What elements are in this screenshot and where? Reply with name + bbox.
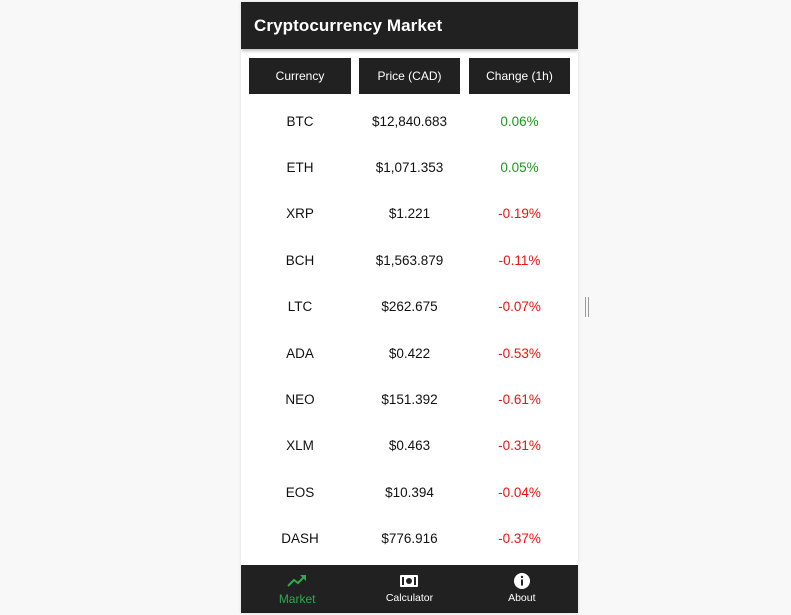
header-change[interactable]: Change (1h) — [469, 58, 570, 94]
change-cell: 0.05% — [500, 160, 539, 176]
change-cell: -0.19% — [498, 206, 541, 222]
table-row[interactable]: BTC $12,840.683 0.06% — [241, 98, 578, 144]
tab-calculator[interactable]: Calculator — [353, 565, 465, 613]
change-cell: -0.37% — [498, 531, 541, 547]
price-cell: $262.675 — [381, 299, 438, 315]
table-row[interactable]: XRP $1.221 -0.19% — [241, 191, 578, 237]
table-row[interactable]: XLM $0.463 -0.31% — [241, 423, 578, 469]
app-window: Cryptocurrency Market Currency Price (CA… — [241, 2, 578, 613]
currency-cell: LTC — [287, 299, 313, 315]
app-bar: Cryptocurrency Market — [241, 2, 578, 49]
price-cell: $1,563.879 — [375, 252, 444, 268]
price-cell: $0.463 — [388, 438, 431, 454]
trending-up-icon — [287, 572, 307, 590]
tab-label: Calculator — [385, 592, 434, 604]
header-price[interactable]: Price (CAD) — [359, 58, 460, 94]
currency-cell: BCH — [285, 252, 315, 268]
currency-cell: DASH — [281, 531, 319, 547]
tab-label: About — [508, 592, 536, 604]
table-row[interactable]: LTC $262.675 -0.07% — [241, 284, 578, 330]
price-cell: $10.394 — [385, 484, 434, 500]
table-row[interactable]: ETH $1,071.353 0.05% — [241, 144, 578, 190]
table-row[interactable]: NEO $151.392 -0.61% — [241, 376, 578, 422]
table-row[interactable]: EOS $10.394 -0.04% — [241, 469, 578, 515]
change-cell: -0.61% — [498, 392, 541, 408]
currency-cell: XRP — [286, 206, 314, 222]
change-cell: -0.11% — [498, 252, 541, 268]
app-title: Cryptocurrency Market — [254, 16, 443, 35]
table-header: Currency Price (CAD) Change (1h) — [241, 58, 578, 94]
tab-about[interactable]: About — [466, 565, 578, 613]
price-cell: $12,840.683 — [371, 113, 448, 129]
change-cell: -0.07% — [498, 299, 541, 315]
table-row[interactable]: BCH $1,563.879 -0.11% — [241, 237, 578, 283]
currency-cell: EOS — [285, 484, 315, 500]
resize-handle[interactable] — [585, 297, 589, 317]
header-currency[interactable]: Currency — [249, 58, 351, 94]
currency-cell: NEO — [285, 392, 315, 408]
price-cell: $151.392 — [381, 392, 438, 408]
change-cell: -0.31% — [498, 438, 541, 454]
table-row[interactable]: ADA $0.422 -0.53% — [241, 330, 578, 376]
market-table-body: BTC $12,840.683 0.06% ETH $1,071.353 0.0… — [241, 98, 578, 562]
currency-cell: ADA — [286, 345, 314, 361]
price-cell: $0.422 — [388, 345, 431, 361]
currency-cell: ETH — [286, 160, 314, 176]
change-cell: 0.06% — [500, 113, 539, 129]
money-icon — [399, 572, 419, 590]
table-row[interactable]: DASH $776.916 -0.37% — [241, 516, 578, 562]
tab-label: Market — [278, 592, 316, 606]
tab-market[interactable]: Market — [241, 565, 353, 613]
price-cell: $1,071.353 — [375, 160, 444, 176]
currency-cell: BTC — [286, 113, 314, 129]
change-cell: -0.04% — [498, 484, 541, 500]
change-cell: -0.53% — [498, 345, 541, 361]
price-cell: $776.916 — [381, 531, 438, 547]
price-cell: $1.221 — [388, 206, 431, 222]
info-icon — [513, 572, 531, 590]
currency-cell: XLM — [286, 438, 314, 454]
bottom-tab-bar: Market Calculator About — [241, 565, 578, 613]
